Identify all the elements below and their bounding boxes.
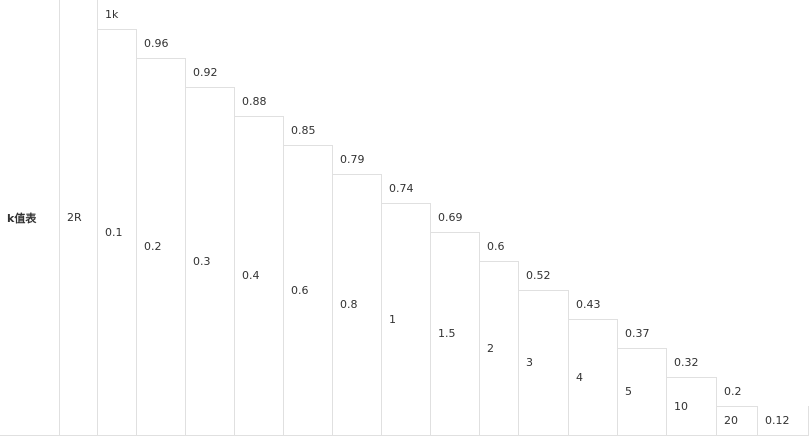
step-value: 0.32 bbox=[666, 348, 717, 378]
step-range: 0.6 bbox=[283, 145, 333, 436]
step-range: 0.3 bbox=[185, 87, 235, 436]
step-range: 20 bbox=[716, 406, 758, 436]
step-range: 1.5 bbox=[430, 232, 480, 436]
step-range: 0.1 bbox=[97, 29, 137, 436]
step-range: 2 bbox=[479, 261, 519, 436]
step-value: 0.2 bbox=[716, 377, 758, 407]
step-range: 3 bbox=[518, 290, 569, 436]
step-value: 0.12 bbox=[757, 406, 809, 436]
step-value: 0.52 bbox=[518, 261, 569, 291]
step-range: 0.2 bbox=[136, 58, 186, 436]
step-value: 0.88 bbox=[234, 87, 284, 117]
step-range: 10 bbox=[666, 377, 717, 436]
step-range: 5 bbox=[617, 348, 667, 436]
step-range: 0.8 bbox=[332, 174, 382, 436]
step-value: 0.74 bbox=[381, 174, 431, 204]
step-range: 0.4 bbox=[234, 116, 284, 436]
table-title: k值表 bbox=[0, 0, 60, 436]
step-value: 0.69 bbox=[430, 203, 480, 233]
step-value: 0.43 bbox=[568, 290, 618, 320]
step-value: 0.37 bbox=[617, 319, 667, 349]
step-value: 1k bbox=[97, 0, 137, 30]
step-value: 0.6 bbox=[479, 232, 519, 262]
row-label: 2R bbox=[59, 0, 98, 436]
step-range: 4 bbox=[568, 319, 618, 436]
step-range: 1 bbox=[381, 203, 431, 436]
step-value: 0.96 bbox=[136, 29, 186, 59]
step-value: 0.92 bbox=[185, 58, 235, 88]
step-value: 0.79 bbox=[332, 145, 382, 175]
step-value: 0.85 bbox=[283, 116, 333, 146]
